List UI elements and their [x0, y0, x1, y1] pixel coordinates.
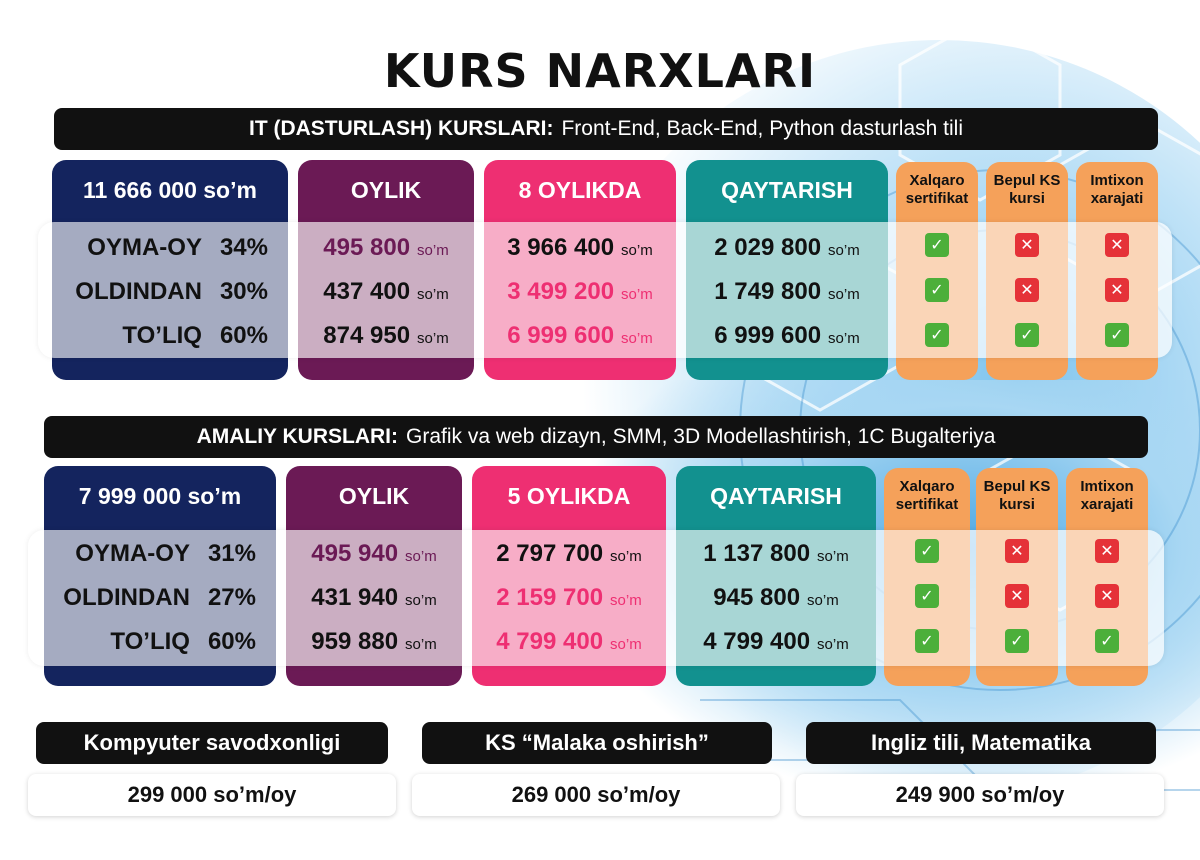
extra-course-price: 249 900 so’m/oy — [796, 774, 1164, 816]
period-header: 8 OYLIKDA — [518, 176, 642, 203]
check-icon: ✓ — [925, 323, 949, 347]
banner-rest: Grafik va web dizayn, SMM, 3D Modellasht… — [406, 425, 996, 448]
feature-header: Bepul KS kursi — [983, 478, 1051, 513]
cross-icon: ✕ — [1015, 278, 1039, 302]
monthly-price: 959 880 so’m — [311, 628, 437, 655]
it-courses-banner: IT (DASTURLASH) KURSLARI: Front-End, Bac… — [54, 108, 1158, 150]
banner-bold: AMALIY KURSLARI: — [196, 425, 399, 448]
refund-price: 945 800 so’m — [713, 584, 839, 611]
check-icon: ✓ — [1105, 323, 1129, 347]
feature-header: Bepul KS kursi — [993, 172, 1061, 207]
period-price: 6 999 600 so’m — [507, 322, 653, 349]
refund-price: 4 799 400 so’m — [703, 628, 849, 655]
cross-icon: ✕ — [1005, 539, 1029, 563]
check-icon: ✓ — [1095, 629, 1119, 653]
extra-course-name: KS “Malaka oshirish” — [422, 722, 772, 764]
rows-panel — [28, 530, 1164, 666]
cross-icon: ✕ — [1095, 584, 1119, 608]
refund-price: 1 137 800 so’m — [703, 540, 849, 567]
table-row-label: OLDINDAN 30% — [75, 278, 268, 305]
extra-course-price: 269 000 so’m/oy — [412, 774, 780, 816]
monthly-price: 495 940 so’m — [311, 540, 437, 567]
table-row-label: OYMA-OY 34% — [87, 234, 268, 261]
cross-icon: ✕ — [1105, 233, 1129, 257]
cross-icon: ✕ — [1005, 584, 1029, 608]
monthly-header: OYLIK — [338, 482, 410, 509]
feature-header: Xalqaro sertifikat — [905, 172, 969, 207]
period-header: 5 OYLIKDA — [507, 482, 631, 509]
practical-courses-banner: AMALIY KURSLARI: Grafik va web dizayn, S… — [44, 416, 1148, 458]
period-price: 4 799 400 so’m — [496, 628, 642, 655]
check-icon: ✓ — [1015, 323, 1039, 347]
cross-icon: ✕ — [1105, 278, 1129, 302]
period-price: 2 797 700 so’m — [496, 540, 642, 567]
banner-bold: IT (DASTURLASH) KURSLARI: — [248, 117, 554, 140]
refund-price: 1 749 800 so’m — [714, 278, 860, 305]
feature-header: Imtixon xarajati — [1090, 172, 1144, 207]
monthly-price: 431 940 so’m — [311, 584, 437, 611]
extra-course-name: Ingliz tili, Matematika — [806, 722, 1156, 764]
cross-icon: ✕ — [1095, 539, 1119, 563]
period-price: 3 966 400 so’m — [507, 234, 653, 261]
total-price: 11 666 000 so’m — [83, 176, 257, 203]
monthly-price: 495 800 so’m — [323, 234, 449, 261]
extra-course-price: 299 000 so’m/oy — [28, 774, 396, 816]
cross-icon: ✕ — [1015, 233, 1039, 257]
monthly-price: 437 400 so’m — [323, 278, 449, 305]
total-price: 7 999 000 so’m — [78, 482, 242, 509]
feature-header: Imtixon xarajati — [1080, 478, 1134, 513]
check-icon: ✓ — [915, 629, 939, 653]
period-price: 3 499 200 so’m — [507, 278, 653, 305]
check-icon: ✓ — [1005, 629, 1029, 653]
feature-header: Xalqaro sertifikat — [895, 478, 959, 513]
table-row-label: OLDINDAN 27% — [63, 584, 256, 611]
refund-price: 2 029 800 so’m — [714, 234, 860, 261]
table-row-label: TO’LIQ 60% — [122, 322, 268, 349]
page-title: KURS NARXLARI — [383, 44, 817, 98]
check-icon: ✓ — [915, 539, 939, 563]
period-price: 2 159 700 so’m — [496, 584, 642, 611]
table-row-label: OYMA-OY 31% — [75, 540, 256, 567]
refund-header: QAYTARISH — [721, 176, 853, 203]
table-row-label: TO’LIQ 60% — [110, 628, 256, 655]
check-icon: ✓ — [925, 278, 949, 302]
rows-panel — [38, 222, 1172, 358]
check-icon: ✓ — [915, 584, 939, 608]
banner-rest: Front-End, Back-End, Python dasturlash t… — [561, 117, 963, 140]
refund-price: 6 999 600 so’m — [714, 322, 860, 349]
monthly-header: OYLIK — [350, 176, 422, 203]
extra-course-name: Kompyuter savodxonligi — [36, 722, 388, 764]
refund-header: QAYTARISH — [710, 482, 842, 509]
check-icon: ✓ — [925, 233, 949, 257]
monthly-price: 874 950 so’m — [323, 322, 449, 349]
